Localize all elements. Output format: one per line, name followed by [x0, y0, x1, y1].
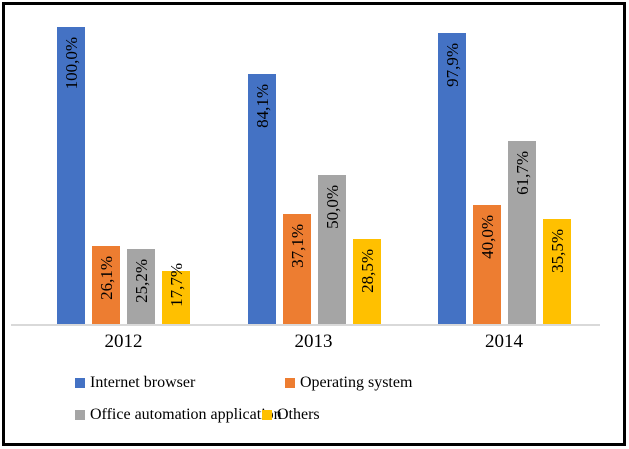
bar-2012-operating-system: 26,1% — [92, 246, 120, 324]
bar-2013-internet-browser: 84,1% — [248, 74, 276, 324]
bar-2014-internet-browser: 97,9% — [438, 33, 466, 324]
data-label-2013-operating-system: 37,1% — [287, 224, 307, 268]
x-axis-label-2012: 2012 — [104, 331, 143, 352]
bar-2012-internet-browser: 100,0% — [57, 27, 85, 324]
data-label-2013-internet-browser: 84,1% — [252, 84, 272, 128]
data-label-2013-others: 28,5% — [357, 249, 377, 293]
bar-2012-office-automation-application: 25,2% — [127, 249, 155, 324]
data-label-2014-office-automation-application: 61,7% — [512, 151, 532, 195]
bar-2013-office-automation-application: 50,0% — [318, 175, 346, 324]
data-label-2013-office-automation-application: 50,0% — [322, 185, 342, 229]
bar-2012-others: 17,7% — [162, 263, 190, 324]
bar-2013-others: 28,5% — [353, 239, 381, 324]
bar-2014-operating-system: 40,0% — [473, 205, 501, 324]
x-axis-label-2013: 2013 — [294, 331, 333, 352]
data-label-2014-internet-browser: 97,9% — [442, 43, 462, 87]
x-axis-line — [11, 324, 600, 326]
data-label-2012-others: 17,7% — [166, 263, 186, 307]
bar-2014-office-automation-application: 61,7% — [508, 141, 536, 324]
data-label-2014-others: 35,5% — [547, 229, 567, 273]
bar-2013-operating-system: 37,1% — [283, 214, 311, 324]
data-label-2012-operating-system: 26,1% — [96, 256, 116, 300]
x-axis-label-2014: 2014 — [485, 331, 523, 352]
data-label-2012-internet-browser: 100,0% — [61, 37, 81, 90]
data-label-2014-operating-system: 40,0% — [477, 215, 497, 259]
data-label-2012-office-automation-application: 25,2% — [131, 259, 151, 303]
bar-2014-others: 35,5% — [543, 219, 571, 324]
